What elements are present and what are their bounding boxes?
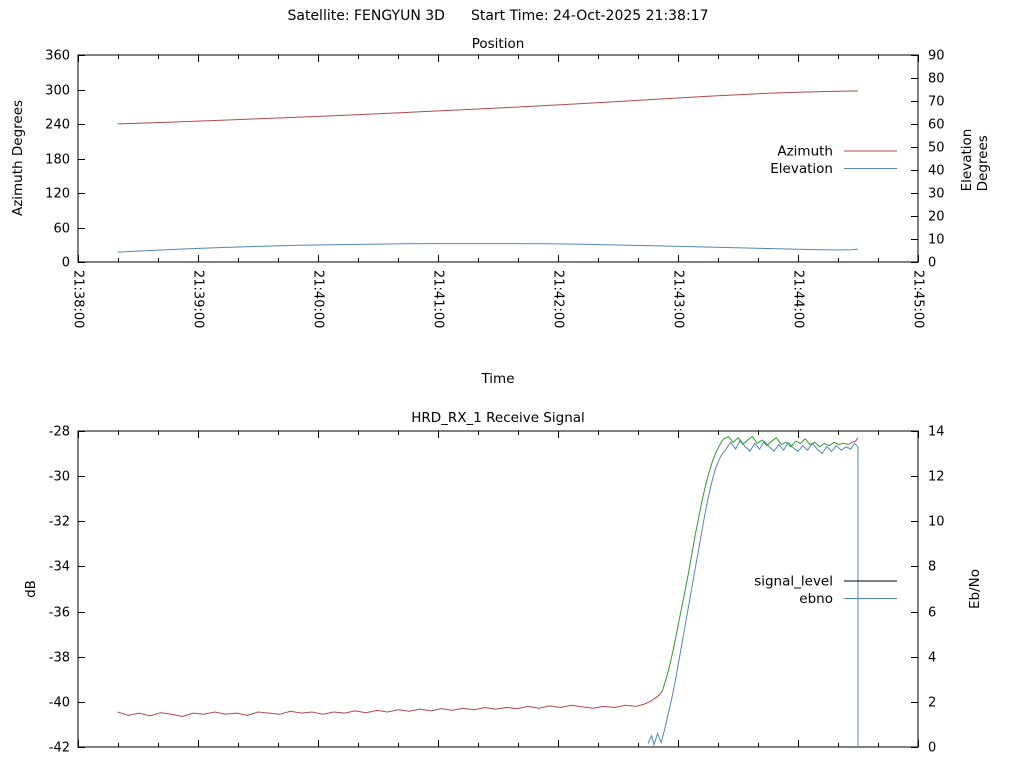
y-tick-label: 60 xyxy=(53,222,70,237)
series-Azimuth xyxy=(117,90,859,125)
y2-tick-label: 70 xyxy=(928,95,945,110)
y2-tick-label: 4 xyxy=(928,651,936,666)
plot-border xyxy=(77,430,919,748)
legend-label-Elevation: Elevation xyxy=(770,161,833,177)
y-tick-label: -40 xyxy=(49,696,70,711)
y-tick-label: -38 xyxy=(49,651,70,666)
x-tick-label: 21:38:00 xyxy=(71,270,86,328)
y2-tick-label: 40 xyxy=(928,164,945,179)
x-tick-label: 21:44:00 xyxy=(791,270,806,328)
chart-1: -42 -40 -38 -36 -34 -32 -30 -28 0 2 4 6 8 10 12 14 signa… xyxy=(49,425,945,756)
y-tick-label: -28 xyxy=(49,425,70,440)
y2-tick-label: 0 xyxy=(928,741,936,756)
y2-tick-label: 50 xyxy=(928,141,945,156)
y-tick-label: 240 xyxy=(45,118,70,133)
series-signal_level xyxy=(661,435,849,691)
y-tick-label: -30 xyxy=(49,470,70,485)
y2-tick-label: 60 xyxy=(928,118,945,133)
position-chart-title: Position xyxy=(471,36,525,52)
y2-tick-label: 6 xyxy=(928,606,936,621)
y2-tick-label: 10 xyxy=(928,233,945,248)
ebno-axis-label: Eb/No xyxy=(967,568,983,610)
y2-tick-label: 90 xyxy=(928,49,945,64)
series-ebno xyxy=(647,439,859,747)
y-tick-label: 120 xyxy=(45,187,70,202)
y2-tick-label: 14 xyxy=(928,425,945,440)
y-tick-label: -34 xyxy=(49,560,70,575)
y-tick-label: -32 xyxy=(49,515,70,530)
series-signal_level xyxy=(117,690,663,718)
y-tick-label: 300 xyxy=(45,84,70,99)
legend-label-ebno: ebno xyxy=(799,591,833,607)
plot-border xyxy=(77,54,919,263)
x-tick-label: 21:43:00 xyxy=(671,270,686,328)
x-tick-label: 21:42:00 xyxy=(551,270,566,328)
azimuth-axis-label: Azimuth Degrees xyxy=(10,99,26,217)
legend-label-signal_level: signal_level xyxy=(754,574,833,590)
series-signal_level xyxy=(848,437,859,445)
y2-tick-label: 20 xyxy=(928,210,945,225)
chart-0: 21:38:00 21:39:00 21:40:00 21:41:00 21:42:00… xyxy=(45,49,944,329)
y2-tick-label: 8 xyxy=(928,560,936,575)
x-tick-label: 21:41:00 xyxy=(431,270,446,328)
db-axis-label: dB xyxy=(23,580,39,598)
page-title: Satellite: FENGYUN 3D Start Time: 24-Oct-… xyxy=(0,8,996,24)
elevation-axis-label: Elevation Degrees xyxy=(959,128,991,192)
y-tick-label: -36 xyxy=(49,606,70,621)
time-axis-label: Time xyxy=(481,371,515,387)
y-tick-label: 0 xyxy=(62,256,70,271)
y2-tick-label: 0 xyxy=(928,256,936,271)
x-tick-label: 21:39:00 xyxy=(191,270,206,328)
y-tick-label: 180 xyxy=(45,153,70,168)
y2-tick-label: 30 xyxy=(928,187,945,202)
satellite-name-label: Satellite: FENGYUN 3D xyxy=(287,8,445,24)
series-Elevation xyxy=(117,243,859,253)
start-time-label: Start Time: 24-Oct-2025 21:38:17 xyxy=(470,8,709,24)
legend-label-Azimuth: Azimuth xyxy=(777,144,833,160)
x-tick-label: 21:40:00 xyxy=(311,270,326,328)
y2-tick-label: 10 xyxy=(928,515,945,530)
y2-tick-label: 2 xyxy=(928,696,936,711)
signal-chart-title: HRD_RX_1 Receive Signal xyxy=(411,410,585,426)
y-tick-label: 360 xyxy=(45,49,70,64)
y2-tick-label: 12 xyxy=(928,470,945,485)
x-tick-label: 21:45:00 xyxy=(911,270,926,328)
y-tick-label: -42 xyxy=(49,741,70,756)
y2-tick-label: 80 xyxy=(928,72,945,87)
